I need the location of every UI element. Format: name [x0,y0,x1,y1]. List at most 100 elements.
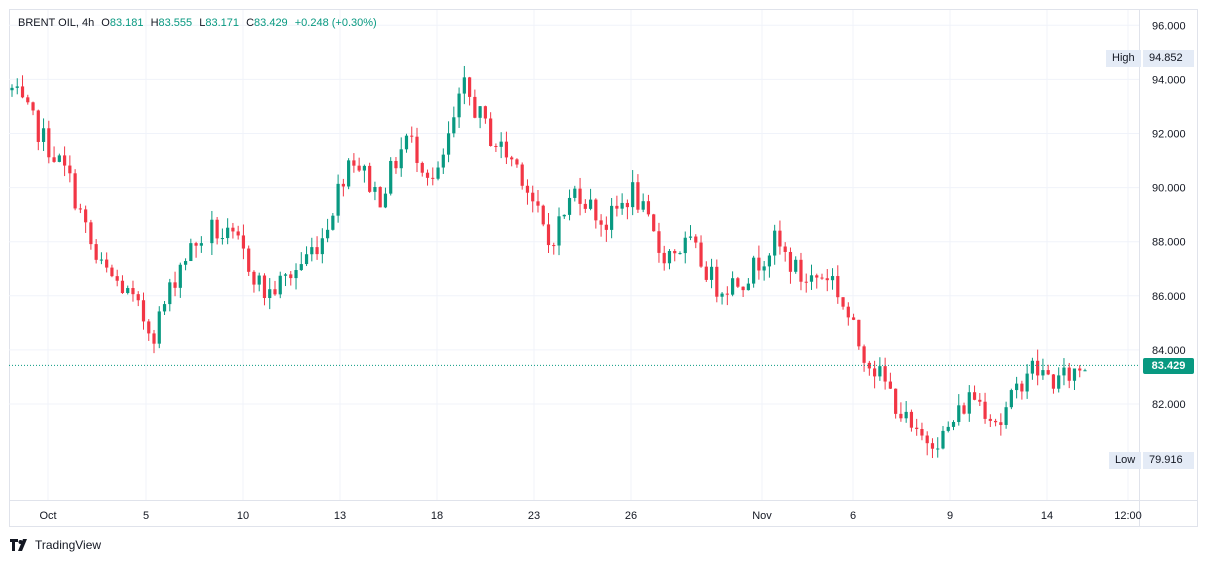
candle [26,94,30,105]
time-axis[interactable]: Oct 5 10 13 18 23 26 Nov 6 9 14 12:00 [9,500,1198,523]
candle [925,431,929,456]
candle-body [662,252,666,264]
candle-body [951,421,956,427]
candle [294,263,298,290]
candle-body [567,197,572,215]
candle-body [404,135,409,150]
candlestick-chart[interactable]: 96.000 94.000 92.000 90.000 88.000 86.000 84.0… [0,0,1209,530]
chart-frame[interactable] [9,9,1198,527]
low-tag-label: Low [1109,452,1142,469]
y-tick-label: 94.000 [1152,74,1186,86]
candle-body [888,381,892,389]
candle-body [1072,368,1077,381]
candle-body [483,106,487,119]
candle [1036,349,1040,386]
candle [967,385,971,422]
candle [457,87,461,128]
candle-body [620,202,624,209]
candle [115,269,119,287]
candle [273,280,277,296]
candle [662,245,666,271]
candle [289,271,293,286]
candle-body [336,183,340,216]
grid [9,10,1139,500]
candle-body [657,231,661,253]
candle-body [15,86,19,88]
candle-body [830,276,835,281]
candle-body [841,297,845,307]
candle-body [126,288,130,293]
candle [241,224,246,260]
candle [720,292,724,305]
candle [878,357,882,381]
candle [189,238,193,262]
candle [1046,364,1050,376]
candle-body [236,231,240,236]
candle-body [667,250,672,264]
candle [715,259,719,303]
candle [752,255,756,288]
y-tick-label: 92.000 [1152,129,1186,141]
price-axis[interactable]: 96.000 94.000 92.000 90.000 88.000 86.000 84.0… [1139,10,1186,527]
candle-body [804,281,808,283]
candle [478,106,482,129]
candle-body [478,106,482,118]
candle [562,214,566,219]
candle [231,222,235,239]
candle-body [962,405,966,414]
candle-body [231,227,235,232]
candle-body [383,193,388,208]
candle [168,278,172,312]
candle [15,78,19,95]
candle [89,219,93,250]
candle-body [709,266,714,280]
candle-body [462,77,466,94]
candle-body [720,293,724,297]
candle-body [168,282,172,305]
candle [415,127,419,173]
candle [725,286,729,306]
candle [794,256,798,274]
candle-body [283,274,288,276]
candle [105,252,109,273]
candle-body [420,162,424,173]
candle [646,194,651,217]
x-tick-label: Nov [752,510,772,522]
candle [525,179,530,205]
candle [394,157,398,174]
candle-body [846,306,850,318]
candle [1020,380,1024,400]
candle [299,252,303,271]
candle [373,181,377,201]
candle [331,213,335,231]
candle [620,193,624,215]
candle [741,286,745,298]
tradingview-logo[interactable]: TradingView [10,538,101,552]
candle [84,205,88,233]
low-tag-value: 79.916 [1143,452,1194,469]
candle-body [1057,375,1061,389]
candle-body [925,435,929,444]
candle-body [799,259,803,282]
candle [1041,358,1045,380]
candle-body [920,429,924,436]
candle-body [836,276,840,298]
candle-body [725,293,729,295]
candle [47,120,51,164]
candle-body [378,187,382,208]
candle [799,252,803,291]
x-tick-label: 14 [1041,510,1053,522]
candle [194,241,198,258]
candle [473,89,477,119]
candle [552,242,556,255]
candle-body [862,346,866,363]
candle-body [99,259,104,261]
candle-body [883,366,887,382]
candle [851,313,856,321]
x-tick-label: 12:00 [1114,510,1142,522]
candle [341,178,345,197]
candle [1067,362,1071,389]
candle [357,157,361,173]
candle-body [389,160,393,194]
candle [1062,358,1066,386]
